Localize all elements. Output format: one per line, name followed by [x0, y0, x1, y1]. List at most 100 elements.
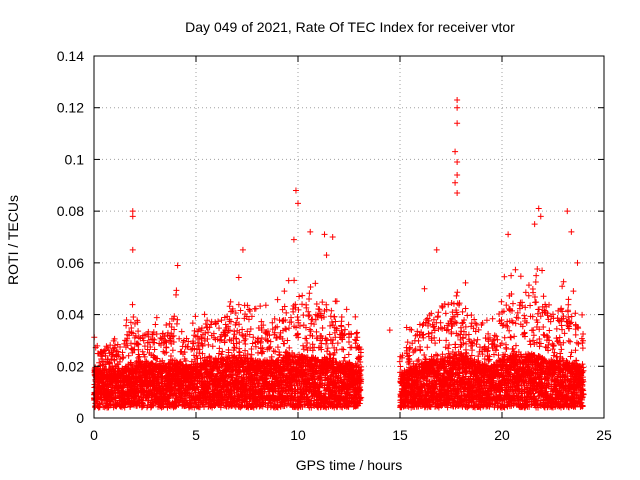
roti-point	[151, 339, 158, 346]
roti-point	[227, 298, 234, 305]
roti-point	[331, 313, 338, 320]
roti-point	[153, 330, 160, 337]
roti-point	[188, 346, 195, 353]
roti-point	[341, 354, 348, 361]
roti-point	[147, 343, 154, 350]
roti-point	[248, 351, 255, 358]
roti-point	[205, 341, 212, 348]
roti-point	[328, 307, 335, 314]
roti-point	[189, 320, 196, 327]
roti-point	[432, 340, 439, 347]
roti-point	[94, 342, 101, 349]
roti-point	[169, 347, 176, 354]
roti-point	[246, 306, 253, 313]
roti-point	[236, 345, 243, 352]
roti-point	[174, 316, 181, 323]
roti-point	[244, 302, 251, 309]
roti-point	[236, 339, 243, 346]
roti-point	[262, 302, 269, 309]
roti-point	[326, 331, 333, 338]
roti-point	[242, 347, 249, 354]
roti-point	[144, 346, 151, 353]
roti-point	[124, 342, 131, 349]
roti-point	[97, 395, 104, 402]
roti-point	[334, 340, 341, 347]
roti-point	[313, 300, 320, 307]
roti-point	[115, 351, 122, 358]
roti-point	[343, 306, 350, 313]
roti-point	[397, 363, 404, 370]
roti-point	[141, 343, 148, 350]
roti-point	[285, 277, 292, 284]
roti-point	[419, 322, 426, 329]
roti-point	[110, 347, 117, 354]
roti-point	[286, 344, 293, 351]
roti-point	[134, 340, 141, 347]
roti-point	[416, 321, 423, 328]
roti-point	[112, 342, 119, 349]
roti-point	[129, 349, 136, 356]
roti-point	[291, 277, 298, 284]
roti-point	[319, 299, 326, 306]
roti-point	[305, 313, 312, 320]
roti-point	[283, 309, 290, 316]
roti-point	[136, 353, 143, 360]
roti-point	[154, 355, 161, 362]
roti-point	[313, 328, 320, 335]
roti-point	[121, 340, 128, 347]
roti-point	[106, 360, 113, 367]
roti-point	[272, 348, 279, 355]
roti-point	[306, 295, 313, 302]
roti-point	[218, 317, 225, 324]
roti-point	[130, 330, 137, 337]
roti-point	[299, 292, 306, 299]
roti-point	[99, 353, 106, 360]
roti-point	[119, 355, 126, 362]
roti-point	[303, 335, 310, 342]
roti-point	[345, 321, 352, 328]
roti-point	[135, 334, 142, 341]
roti-point	[221, 338, 228, 345]
roti-point	[319, 325, 326, 332]
roti-point	[274, 296, 281, 303]
roti-point	[288, 319, 295, 326]
roti-point	[324, 348, 330, 355]
roti-point	[274, 344, 281, 351]
roti-point	[250, 334, 257, 341]
roti-point	[435, 309, 442, 316]
roti-point	[404, 339, 411, 346]
roti-point	[127, 340, 134, 347]
roti-point	[111, 357, 118, 364]
roti-point	[135, 328, 142, 335]
roti-point	[352, 313, 359, 320]
roti-point	[178, 328, 185, 335]
roti-point	[132, 332, 139, 339]
roti-point	[307, 283, 314, 290]
roti-point	[152, 321, 159, 328]
roti-point	[149, 396, 156, 403]
roti-point	[235, 274, 242, 281]
roti-point	[353, 337, 360, 344]
roti-point	[204, 317, 211, 324]
roti-point	[312, 280, 319, 287]
roti-point	[163, 344, 170, 351]
roti-point	[135, 341, 142, 348]
roti-point	[216, 345, 223, 352]
roti-point	[239, 326, 246, 333]
roti-point	[338, 313, 345, 320]
roti-point	[161, 349, 168, 356]
roti-point	[123, 322, 130, 329]
roti-point	[236, 321, 243, 328]
roti-point	[209, 343, 216, 350]
roti-point	[424, 344, 431, 351]
roti-point	[163, 321, 170, 328]
roti-point	[125, 352, 132, 359]
roti-point	[236, 349, 243, 356]
roti-point	[112, 363, 119, 370]
roti-point	[130, 314, 137, 321]
roti-point	[127, 319, 134, 326]
data-points	[91, 96, 587, 411]
roti-point	[111, 335, 118, 342]
roti-point	[151, 346, 158, 353]
